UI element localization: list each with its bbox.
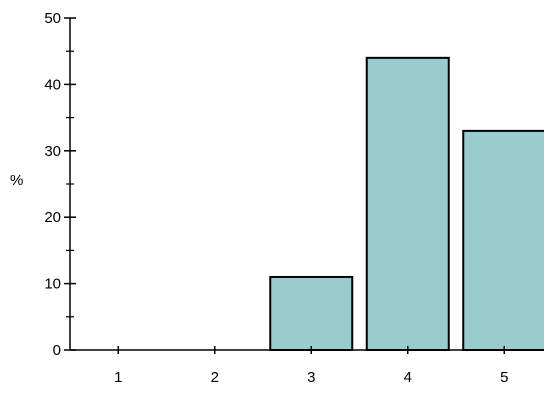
x-tick-label-3: 3 (307, 369, 315, 386)
y-tick-label-40: 40 (44, 76, 61, 93)
bars-group (269, 56, 544, 352)
axes-group: 0 10 20 30 40 50 1 2 3 4 5 (44, 10, 543, 386)
y-tick-label-50: 50 (44, 10, 61, 27)
y-tick-label-10: 10 (44, 276, 61, 293)
bar-3 (269, 275, 354, 351)
x-tick-label-2: 2 (211, 369, 219, 386)
bar-5 (462, 129, 544, 351)
y-tick-label-30: 30 (44, 143, 61, 160)
x-tick-label-5: 5 (500, 369, 508, 386)
y-tick-label-0: 0 (53, 342, 61, 359)
bar-4 (365, 56, 450, 352)
x-tick-label-1: 1 (114, 369, 122, 386)
x-tick-label-4: 4 (404, 369, 412, 386)
y-tick-label-20: 20 (44, 209, 61, 226)
y-axis-title: % (10, 172, 23, 189)
